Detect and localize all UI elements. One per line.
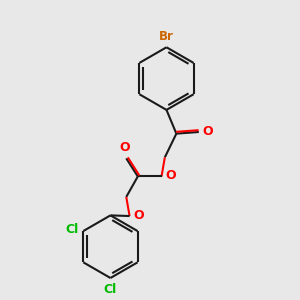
Text: O: O [119,141,130,154]
Text: Cl: Cl [104,283,117,296]
Text: O: O [166,169,176,182]
Text: O: O [202,125,213,139]
Text: Cl: Cl [65,223,79,236]
Text: Br: Br [159,30,174,43]
Text: O: O [134,209,145,222]
